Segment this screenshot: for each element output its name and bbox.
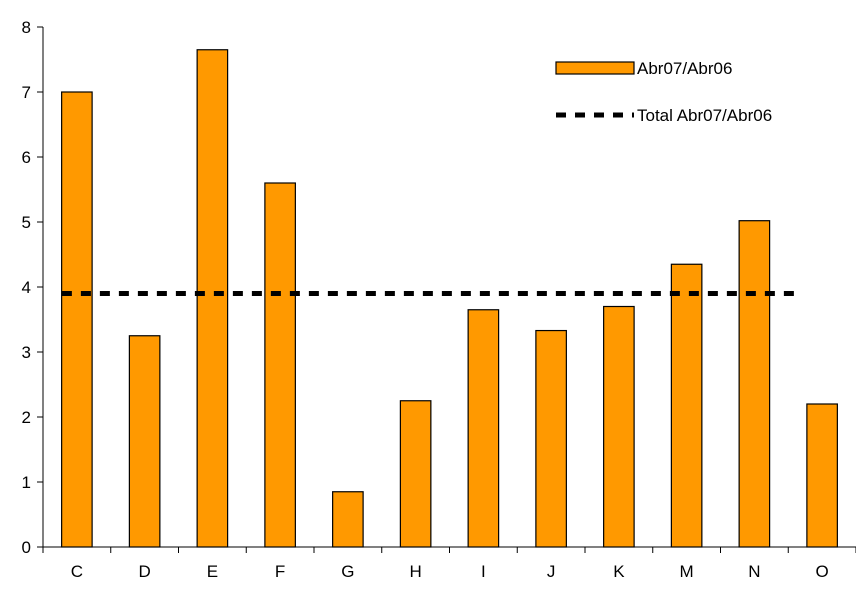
x-tick-label: F bbox=[275, 562, 285, 581]
y-tick-label: 6 bbox=[22, 148, 31, 167]
legend: Abr07/Abr06 Total Abr07/Abr06 bbox=[555, 59, 772, 125]
y-tick-label: 8 bbox=[22, 18, 31, 37]
legend-label-bar: Abr07/Abr06 bbox=[637, 59, 732, 78]
x-tick-label: C bbox=[71, 562, 83, 581]
x-tick-label: I bbox=[481, 562, 486, 581]
y-tick-label: 5 bbox=[22, 213, 31, 232]
y-tick-label: 1 bbox=[22, 473, 31, 492]
bar bbox=[61, 91, 93, 548]
y-tick-label: 2 bbox=[22, 408, 31, 427]
x-tick-label: G bbox=[341, 562, 354, 581]
bar bbox=[806, 403, 838, 548]
y-tick-label: 4 bbox=[22, 278, 31, 297]
x-tick-label: J bbox=[547, 562, 556, 581]
bar bbox=[535, 329, 567, 548]
bar bbox=[603, 305, 635, 548]
bar bbox=[670, 263, 703, 548]
y-tick-label: 0 bbox=[22, 538, 31, 557]
bar bbox=[332, 491, 364, 548]
y-tick-label: 7 bbox=[22, 83, 31, 102]
x-tick-label: N bbox=[748, 562, 760, 581]
x-tick-label: D bbox=[138, 562, 150, 581]
x-tick-label: O bbox=[816, 562, 829, 581]
bar bbox=[738, 220, 771, 548]
bar bbox=[264, 182, 296, 548]
x-tick-label: H bbox=[409, 562, 421, 581]
y-tick-label: 3 bbox=[22, 343, 31, 362]
legend-label-line: Total Abr07/Abr06 bbox=[637, 106, 772, 125]
x-tick-label: M bbox=[680, 562, 694, 581]
bar bbox=[128, 335, 161, 548]
axes-group: 0 1 2 3 4 5 6 7 8 C D E F G H I J K M N O bbox=[22, 18, 856, 581]
bar bbox=[196, 49, 229, 548]
bar bbox=[399, 400, 432, 548]
bars-group bbox=[61, 49, 838, 548]
bar bbox=[467, 309, 500, 548]
x-tick-label: K bbox=[613, 562, 625, 581]
x-tick-label: E bbox=[207, 562, 218, 581]
legend-swatch-bar bbox=[555, 61, 635, 75]
